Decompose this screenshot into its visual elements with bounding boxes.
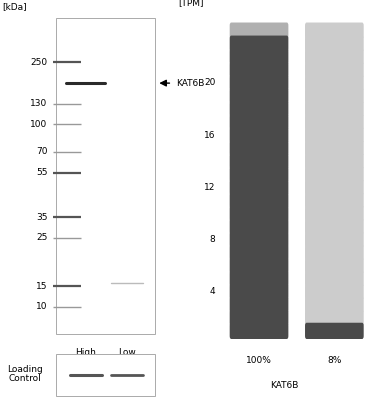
FancyBboxPatch shape bbox=[230, 244, 288, 261]
FancyBboxPatch shape bbox=[305, 36, 364, 52]
Text: 100: 100 bbox=[30, 120, 47, 129]
FancyBboxPatch shape bbox=[230, 310, 288, 326]
FancyBboxPatch shape bbox=[305, 284, 364, 300]
Text: 12: 12 bbox=[204, 183, 215, 192]
FancyBboxPatch shape bbox=[230, 127, 288, 143]
FancyBboxPatch shape bbox=[230, 36, 288, 52]
FancyBboxPatch shape bbox=[305, 88, 364, 104]
FancyBboxPatch shape bbox=[305, 127, 364, 143]
Text: 70: 70 bbox=[36, 148, 47, 156]
FancyBboxPatch shape bbox=[305, 323, 364, 339]
Text: 130: 130 bbox=[30, 99, 47, 108]
FancyBboxPatch shape bbox=[305, 205, 364, 222]
Text: 10: 10 bbox=[36, 302, 47, 311]
FancyBboxPatch shape bbox=[305, 218, 364, 234]
Bar bbox=[56, 18, 155, 334]
FancyBboxPatch shape bbox=[305, 153, 364, 169]
FancyBboxPatch shape bbox=[305, 101, 364, 117]
FancyBboxPatch shape bbox=[230, 231, 288, 248]
FancyBboxPatch shape bbox=[305, 192, 364, 208]
FancyBboxPatch shape bbox=[305, 114, 364, 130]
FancyBboxPatch shape bbox=[305, 166, 364, 182]
FancyBboxPatch shape bbox=[230, 297, 288, 313]
FancyBboxPatch shape bbox=[305, 244, 364, 261]
FancyBboxPatch shape bbox=[230, 75, 288, 91]
Text: 8: 8 bbox=[210, 235, 215, 244]
FancyBboxPatch shape bbox=[230, 323, 288, 339]
FancyBboxPatch shape bbox=[230, 49, 288, 65]
FancyBboxPatch shape bbox=[230, 166, 288, 182]
Text: 55: 55 bbox=[36, 168, 47, 177]
Text: KAT6B: KAT6B bbox=[271, 381, 299, 390]
FancyBboxPatch shape bbox=[230, 140, 288, 156]
Text: 4: 4 bbox=[210, 287, 215, 296]
Text: Loading
Control: Loading Control bbox=[7, 365, 43, 383]
FancyBboxPatch shape bbox=[305, 270, 364, 287]
FancyBboxPatch shape bbox=[305, 62, 364, 78]
FancyBboxPatch shape bbox=[230, 258, 288, 274]
FancyBboxPatch shape bbox=[305, 22, 364, 39]
FancyBboxPatch shape bbox=[305, 310, 364, 326]
FancyBboxPatch shape bbox=[305, 49, 364, 65]
Text: High: High bbox=[75, 348, 96, 357]
FancyBboxPatch shape bbox=[230, 270, 288, 287]
Text: [kDa]: [kDa] bbox=[2, 2, 27, 11]
FancyBboxPatch shape bbox=[230, 205, 288, 222]
FancyBboxPatch shape bbox=[230, 179, 288, 196]
FancyBboxPatch shape bbox=[230, 284, 288, 300]
FancyBboxPatch shape bbox=[230, 153, 288, 169]
Text: 15: 15 bbox=[36, 282, 47, 290]
Text: Low: Low bbox=[118, 348, 136, 357]
FancyBboxPatch shape bbox=[230, 218, 288, 234]
Text: 250: 250 bbox=[30, 58, 47, 67]
Text: 100%: 100% bbox=[246, 356, 272, 366]
Text: KAT6B: KAT6B bbox=[176, 79, 204, 88]
FancyBboxPatch shape bbox=[305, 179, 364, 196]
Text: 35: 35 bbox=[36, 213, 47, 222]
FancyBboxPatch shape bbox=[230, 62, 288, 78]
Text: 25: 25 bbox=[36, 234, 47, 242]
FancyBboxPatch shape bbox=[305, 258, 364, 274]
Bar bbox=[56, 354, 155, 396]
FancyBboxPatch shape bbox=[305, 75, 364, 91]
FancyBboxPatch shape bbox=[230, 192, 288, 208]
FancyBboxPatch shape bbox=[230, 101, 288, 117]
FancyBboxPatch shape bbox=[230, 114, 288, 130]
FancyBboxPatch shape bbox=[230, 22, 288, 39]
FancyBboxPatch shape bbox=[305, 297, 364, 313]
Text: 20: 20 bbox=[204, 78, 215, 87]
Text: RNA
[TPM]: RNA [TPM] bbox=[178, 0, 203, 8]
FancyBboxPatch shape bbox=[305, 231, 364, 248]
Text: 16: 16 bbox=[204, 130, 215, 140]
FancyBboxPatch shape bbox=[230, 88, 288, 104]
Text: 8%: 8% bbox=[327, 356, 341, 366]
FancyBboxPatch shape bbox=[305, 140, 364, 156]
